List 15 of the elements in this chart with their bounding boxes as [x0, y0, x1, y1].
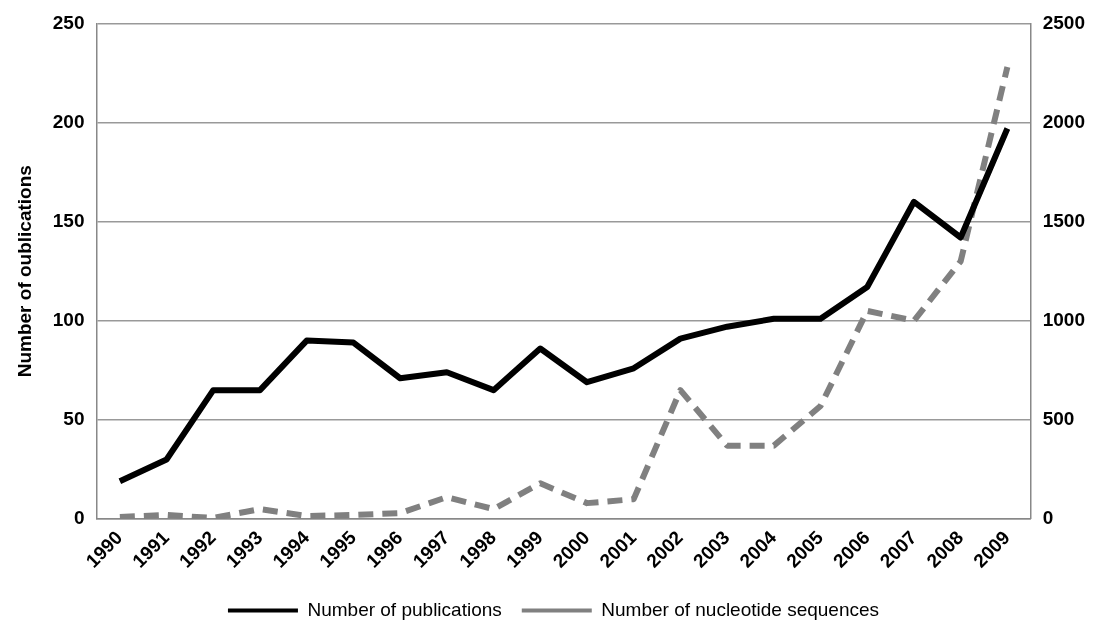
y-tick-label: 200: [52, 110, 85, 132]
y-tick-label: 250: [52, 11, 85, 33]
y-tick-label: 50: [63, 408, 85, 430]
y2-tick-label: 2500: [1042, 11, 1086, 33]
y-tick-label: 150: [52, 209, 85, 231]
y-axis-title: Number of oublications: [13, 165, 35, 378]
y2-tick-label: 1000: [1042, 308, 1086, 330]
y2-tick-label: 2000: [1042, 110, 1086, 132]
legend-label: Number of publications: [307, 598, 502, 620]
legend-label: Number of nucleotide sequences: [601, 598, 880, 620]
y2-tick-label: 1500: [1042, 209, 1086, 231]
y2-tick-label: 0: [1042, 507, 1054, 529]
y-tick-label: 100: [52, 308, 85, 330]
y-tick-label: 0: [73, 507, 85, 529]
y2-tick-label: 500: [1042, 408, 1075, 430]
